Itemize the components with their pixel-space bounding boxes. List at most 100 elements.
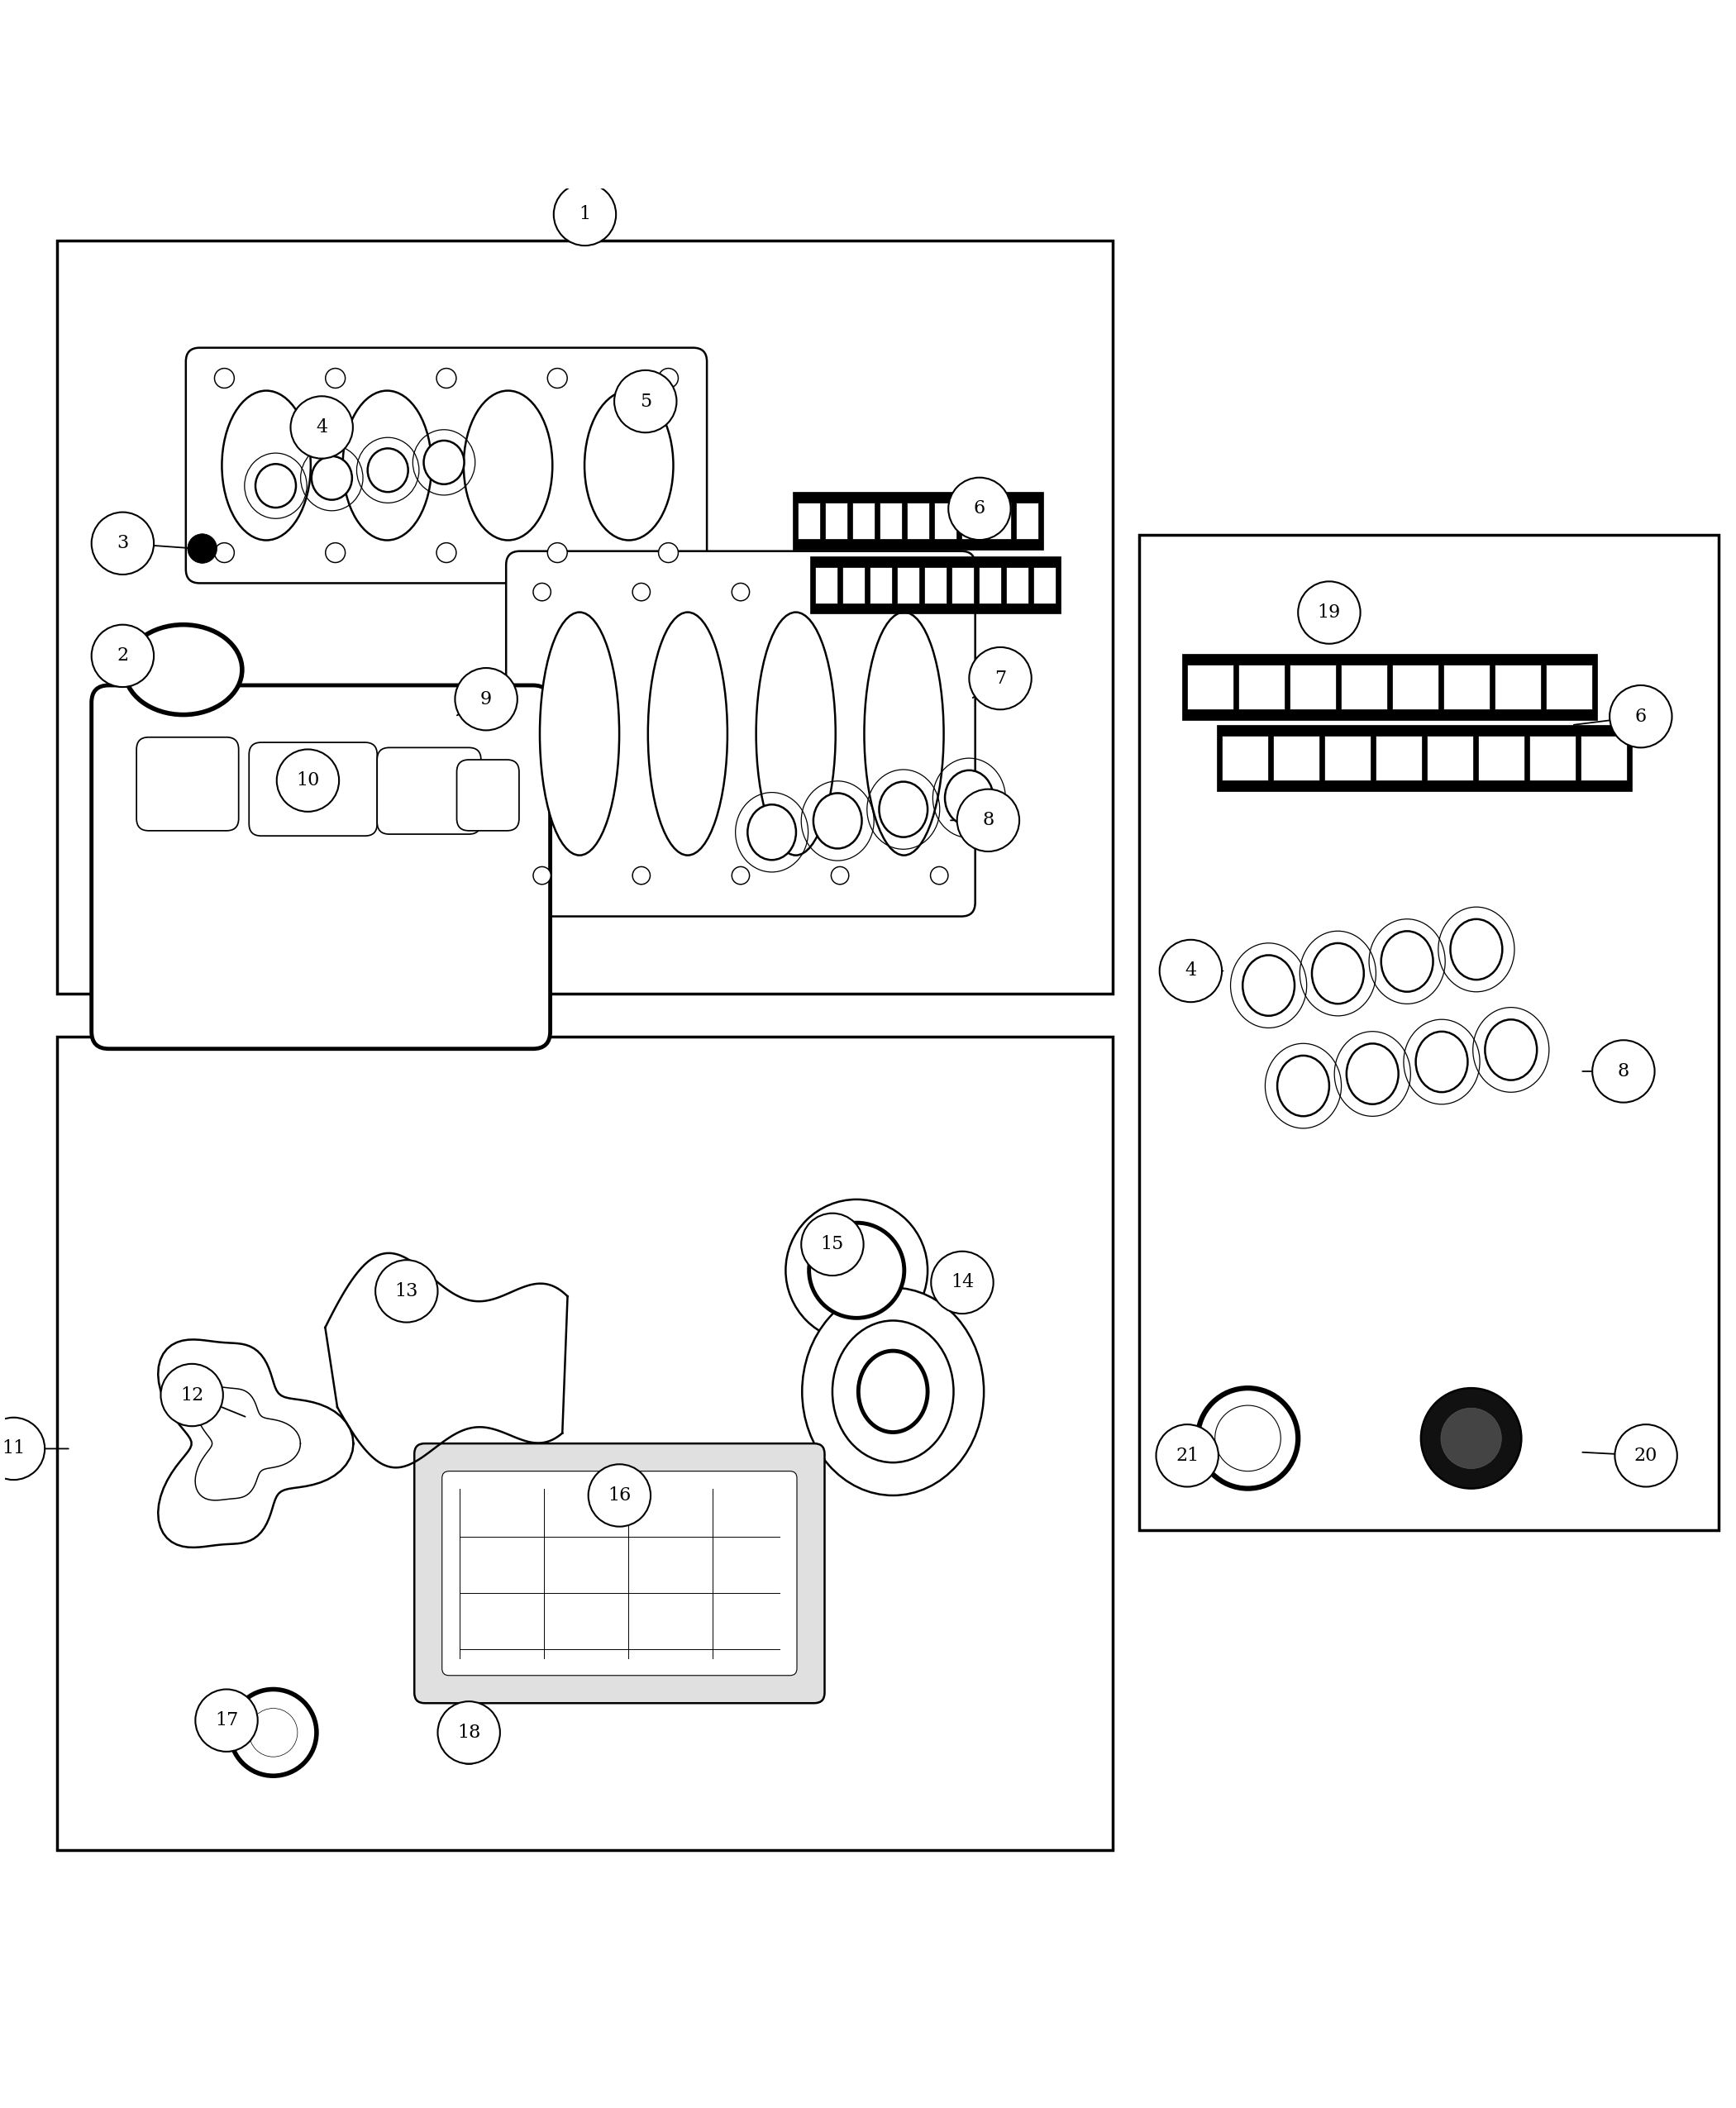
- Bar: [870, 567, 892, 603]
- Ellipse shape: [462, 1739, 476, 1754]
- Ellipse shape: [215, 369, 234, 388]
- Text: 18: 18: [457, 1724, 481, 1741]
- Ellipse shape: [878, 782, 927, 837]
- Ellipse shape: [1198, 1387, 1299, 1488]
- Ellipse shape: [632, 584, 651, 601]
- FancyBboxPatch shape: [186, 348, 707, 584]
- Ellipse shape: [215, 544, 234, 563]
- Circle shape: [1614, 1425, 1677, 1486]
- Circle shape: [1156, 1425, 1219, 1486]
- Bar: [57, 240, 1113, 993]
- Ellipse shape: [229, 1689, 316, 1775]
- Bar: [1238, 664, 1285, 710]
- Bar: [816, 567, 837, 603]
- Bar: [1444, 664, 1489, 710]
- Ellipse shape: [858, 1351, 927, 1431]
- Bar: [57, 1037, 1113, 1851]
- Ellipse shape: [865, 611, 944, 856]
- Bar: [1272, 736, 1319, 780]
- Text: 6: 6: [1635, 708, 1647, 725]
- FancyBboxPatch shape: [137, 738, 238, 831]
- Bar: [1325, 736, 1370, 780]
- Circle shape: [589, 1465, 651, 1526]
- Bar: [1427, 736, 1474, 780]
- Ellipse shape: [1382, 932, 1432, 991]
- Bar: [1290, 664, 1337, 710]
- Circle shape: [948, 479, 1010, 540]
- Ellipse shape: [125, 624, 241, 715]
- Ellipse shape: [248, 1707, 297, 1756]
- Text: 11: 11: [2, 1440, 26, 1459]
- Ellipse shape: [368, 449, 408, 491]
- Circle shape: [957, 788, 1019, 852]
- Ellipse shape: [733, 584, 750, 601]
- Ellipse shape: [733, 866, 750, 885]
- Ellipse shape: [585, 390, 674, 540]
- Circle shape: [802, 1214, 863, 1275]
- Ellipse shape: [658, 544, 679, 563]
- Ellipse shape: [632, 866, 651, 885]
- Ellipse shape: [786, 1199, 927, 1341]
- Bar: [1581, 736, 1627, 780]
- Ellipse shape: [658, 369, 679, 388]
- Ellipse shape: [1417, 1031, 1467, 1092]
- Bar: [1547, 664, 1592, 710]
- Bar: [924, 567, 946, 603]
- Bar: [1187, 664, 1233, 710]
- Ellipse shape: [342, 390, 432, 540]
- FancyBboxPatch shape: [377, 748, 481, 835]
- Bar: [811, 557, 1061, 613]
- Bar: [1182, 653, 1597, 721]
- Text: 4: 4: [316, 417, 328, 436]
- Bar: [880, 502, 901, 540]
- Ellipse shape: [748, 805, 797, 860]
- Circle shape: [615, 371, 677, 432]
- Text: 1: 1: [580, 204, 590, 223]
- Ellipse shape: [809, 1223, 904, 1318]
- Bar: [906, 502, 929, 540]
- Ellipse shape: [436, 544, 457, 563]
- Ellipse shape: [311, 455, 352, 500]
- Bar: [951, 567, 974, 603]
- Circle shape: [437, 1701, 500, 1764]
- Circle shape: [1592, 1039, 1654, 1102]
- Circle shape: [92, 512, 155, 575]
- Bar: [1375, 736, 1422, 780]
- Ellipse shape: [436, 369, 457, 388]
- FancyBboxPatch shape: [92, 685, 550, 1050]
- Ellipse shape: [1243, 955, 1295, 1016]
- Ellipse shape: [464, 390, 552, 540]
- Text: 12: 12: [181, 1385, 203, 1404]
- Ellipse shape: [325, 369, 345, 388]
- Ellipse shape: [1278, 1056, 1330, 1115]
- Bar: [1222, 736, 1267, 780]
- Ellipse shape: [832, 584, 849, 601]
- Ellipse shape: [930, 866, 948, 885]
- Ellipse shape: [1422, 1387, 1521, 1488]
- Ellipse shape: [187, 533, 217, 563]
- Bar: [934, 502, 957, 540]
- Bar: [825, 502, 847, 540]
- Bar: [1529, 736, 1576, 780]
- Text: 10: 10: [297, 772, 319, 790]
- Ellipse shape: [814, 793, 861, 850]
- Bar: [1016, 502, 1038, 540]
- Bar: [979, 567, 1002, 603]
- Ellipse shape: [944, 769, 993, 826]
- Text: 20: 20: [1634, 1446, 1658, 1465]
- Bar: [1139, 535, 1719, 1530]
- FancyBboxPatch shape: [248, 742, 377, 837]
- Ellipse shape: [832, 1320, 953, 1463]
- Ellipse shape: [1450, 919, 1502, 980]
- Ellipse shape: [1215, 1406, 1281, 1471]
- Circle shape: [375, 1261, 437, 1322]
- Ellipse shape: [255, 464, 295, 508]
- Ellipse shape: [540, 611, 620, 856]
- Circle shape: [0, 1417, 45, 1480]
- Circle shape: [1609, 685, 1672, 748]
- Text: 15: 15: [821, 1235, 844, 1254]
- Ellipse shape: [325, 544, 345, 563]
- Ellipse shape: [547, 544, 568, 563]
- Circle shape: [161, 1364, 222, 1427]
- Ellipse shape: [930, 584, 948, 601]
